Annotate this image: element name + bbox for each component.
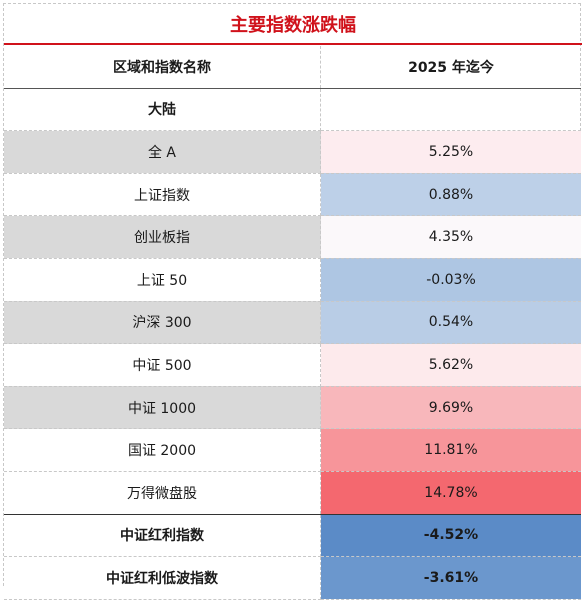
table-row: 中证红利指数 -4.52% <box>4 513 581 558</box>
table-row: 国证 2000 11.81% <box>4 428 581 472</box>
index-name-cell: 沪深 300 <box>4 301 321 345</box>
ytd-change-cell: 4.35% <box>320 215 581 259</box>
table-row: 上证 50 -0.03% <box>4 258 581 302</box>
ytd-change-cell: 11.81% <box>320 428 581 472</box>
ytd-change-cell: -3.61% <box>320 556 581 600</box>
table-row: 上证指数 0.88% <box>4 173 581 217</box>
index-name-cell: 上证 50 <box>4 258 321 302</box>
ytd-change-cell: 14.78% <box>320 471 581 515</box>
column-header-name: 区域和指数名称 <box>4 46 321 89</box>
ytd-change-cell: 0.88% <box>320 173 581 217</box>
ytd-change-cell: 5.62% <box>320 343 581 387</box>
ytd-change-cell: -4.52% <box>320 513 581 558</box>
table-row: 沪深 300 0.54% <box>4 301 581 345</box>
column-header-ytd: 2025 年迄今 <box>320 46 581 89</box>
table-row: 中证 1000 9.69% <box>4 386 581 430</box>
section-label: 大陆 <box>4 88 321 132</box>
index-name-cell: 万得微盘股 <box>4 471 321 515</box>
index-performance-table: 区域和指数名称 2025 年迄今 大陆 全 A 5.25% 上证指数 0.88% 创业板… <box>4 46 581 600</box>
index-name-cell: 全 A <box>4 130 321 174</box>
ytd-change-cell: 9.69% <box>320 386 581 430</box>
index-name-cell: 中证红利指数 <box>4 513 321 558</box>
table-title: 主要指数涨跌幅 <box>4 4 582 45</box>
ytd-change-cell: 0.54% <box>320 301 581 345</box>
index-name-cell: 国证 2000 <box>4 428 321 472</box>
section-row-mainland: 大陆 <box>4 88 581 132</box>
index-name-cell: 中证红利低波指数 <box>4 556 321 600</box>
table-row: 中证红利低波指数 -3.61% <box>4 556 581 600</box>
table-row: 中证 500 5.62% <box>4 343 581 387</box>
section-empty-cell <box>320 88 581 132</box>
ytd-change-cell: -0.03% <box>320 258 581 302</box>
table-row: 创业板指 4.35% <box>4 215 581 259</box>
index-name-cell: 创业板指 <box>4 215 321 259</box>
table-header-row: 区域和指数名称 2025 年迄今 <box>4 46 581 89</box>
table-row: 全 A 5.25% <box>4 130 581 174</box>
index-performance-table-frame: 主要指数涨跌幅 区域和指数名称 2025 年迄今 大陆 全 A 5.25% 上证指数… <box>3 3 582 600</box>
ytd-change-cell: 5.25% <box>320 130 581 174</box>
index-name-cell: 中证 500 <box>4 343 321 387</box>
index-name-cell: 上证指数 <box>4 173 321 217</box>
index-name-cell: 中证 1000 <box>4 386 321 430</box>
table-row: 万得微盘股 14.78% <box>4 471 581 515</box>
